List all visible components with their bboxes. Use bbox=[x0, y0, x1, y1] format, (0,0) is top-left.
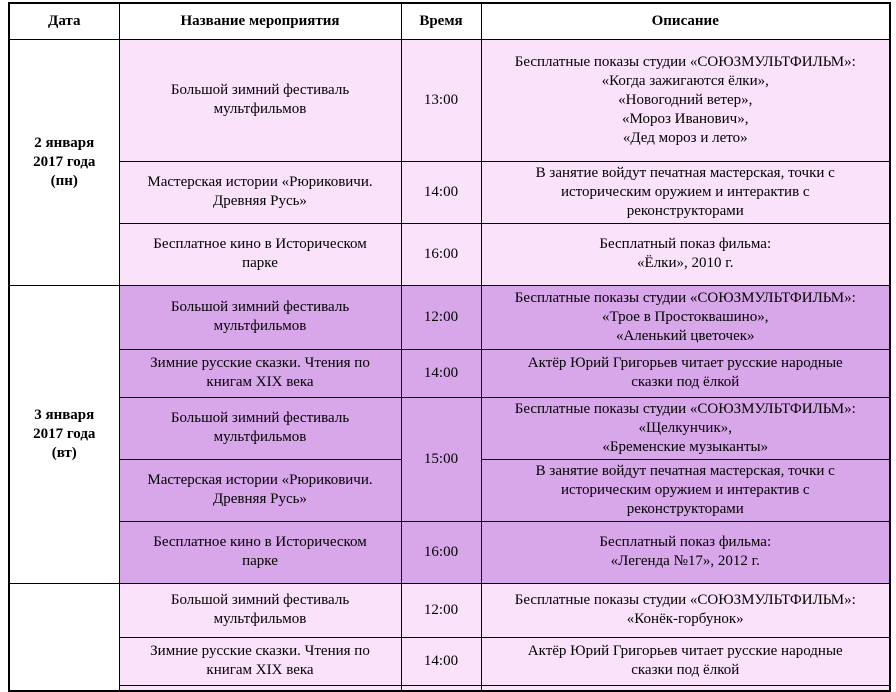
description-cell bbox=[480, 684, 891, 692]
date-cell: 3 января 2017 года (вт) bbox=[8, 284, 120, 584]
time-cell: 12:00 bbox=[400, 582, 482, 638]
time-cell: 13:00 bbox=[400, 38, 482, 162]
column-header-date: Дата bbox=[8, 2, 120, 40]
event-name-cell bbox=[118, 684, 402, 692]
column-header-time: Время bbox=[400, 2, 482, 40]
table-row: Бесплатное кино в Историческом парке 16:… bbox=[9, 222, 891, 286]
table-row: 2 января 2017 года (пн) Большой зимний ф… bbox=[8, 38, 891, 286]
table-row: Большой зимний фестиваль мультфильмов 12… bbox=[8, 582, 891, 692]
date-cell: 2 января 2017 года (пн) bbox=[8, 38, 120, 286]
table-header-row: Дата Название мероприятия Время Описание bbox=[8, 2, 891, 40]
table-row: Мастерская истории «Рюриковичи. Древняя … bbox=[9, 458, 891, 522]
time-cell: 14:00 bbox=[400, 348, 482, 398]
description-cell: Бесплатный показ фильма: «Ёлки», 2010 г. bbox=[480, 222, 891, 286]
description-cell: Актёр Юрий Григорьев читает русские наро… bbox=[480, 348, 891, 398]
description-cell: Бесплатный показ фильма: «Легенда №17», … bbox=[480, 520, 891, 584]
column-header-event-name: Название мероприятия bbox=[118, 2, 402, 40]
events-schedule-table: Дата Название мероприятия Время Описание… bbox=[8, 2, 891, 692]
time-cell: 12:00 bbox=[400, 284, 482, 350]
event-name-cell: Зимние русские сказки. Чтения по книгам … bbox=[118, 636, 402, 686]
event-name-cell: Мастерская истории «Рюриковичи. Древняя … bbox=[118, 160, 402, 224]
event-name-cell: Бесплатное кино в Историческом парке bbox=[118, 520, 402, 584]
time-cell: 16:00 bbox=[400, 222, 482, 286]
event-name-cell: Большой зимний фестиваль мультфильмов bbox=[118, 38, 402, 162]
column-header-description: Описание bbox=[480, 2, 891, 40]
event-name-cell: Большой зимний фестиваль мультфильмов bbox=[118, 284, 402, 350]
time-cell: 14:00 bbox=[400, 160, 482, 224]
event-name-cell: Зимние русские сказки. Чтения по книгам … bbox=[118, 348, 402, 398]
description-cell: Бесплатные показы студии «СОЮЗМУЛЬТФИЛЬМ… bbox=[480, 396, 891, 460]
event-name-cell: Бесплатное кино в Историческом парке bbox=[118, 222, 402, 286]
event-name-cell: Большой зимний фестиваль мультфильмов bbox=[118, 396, 402, 460]
time-cell bbox=[400, 684, 482, 692]
event-name-cell: Большой зимний фестиваль мультфильмов bbox=[118, 582, 402, 638]
table-row: Мастерская истории «Рюриковичи. Древняя … bbox=[9, 160, 891, 224]
description-cell: В занятие войдут печатная мастерская, то… bbox=[480, 458, 891, 522]
table-row: Большой зимний фестиваль мультфильмов 15… bbox=[9, 396, 891, 522]
table-row: Зимние русские сказки. Чтения по книгам … bbox=[9, 348, 891, 398]
table-row: 3 января 2017 года (вт) Большой зимний ф… bbox=[8, 284, 891, 584]
description-cell: Актёр Юрий Григорьев читает русские наро… bbox=[480, 636, 891, 686]
description-cell: В занятие войдут печатная мастерская, то… bbox=[480, 160, 891, 224]
description-cell: Бесплатные показы студии «СОЮЗМУЛЬТФИЛЬМ… bbox=[480, 38, 891, 162]
description-cell: Бесплатные показы студии «СОЮЗМУЛЬТФИЛЬМ… bbox=[480, 582, 891, 638]
event-name-cell: Мастерская истории «Рюриковичи. Древняя … bbox=[118, 458, 402, 522]
date-cell bbox=[8, 582, 120, 692]
time-cell: 14:00 bbox=[400, 636, 482, 686]
table-row bbox=[9, 684, 891, 692]
table-row: Зимние русские сказки. Чтения по книгам … bbox=[9, 636, 891, 686]
time-cell: 15:00 bbox=[400, 396, 482, 522]
table-row: Бесплатное кино в Историческом парке 16:… bbox=[9, 520, 891, 584]
time-cell: 16:00 bbox=[400, 520, 482, 584]
description-cell: Бесплатные показы студии «СОЮЗМУЛЬТФИЛЬМ… bbox=[480, 284, 891, 350]
